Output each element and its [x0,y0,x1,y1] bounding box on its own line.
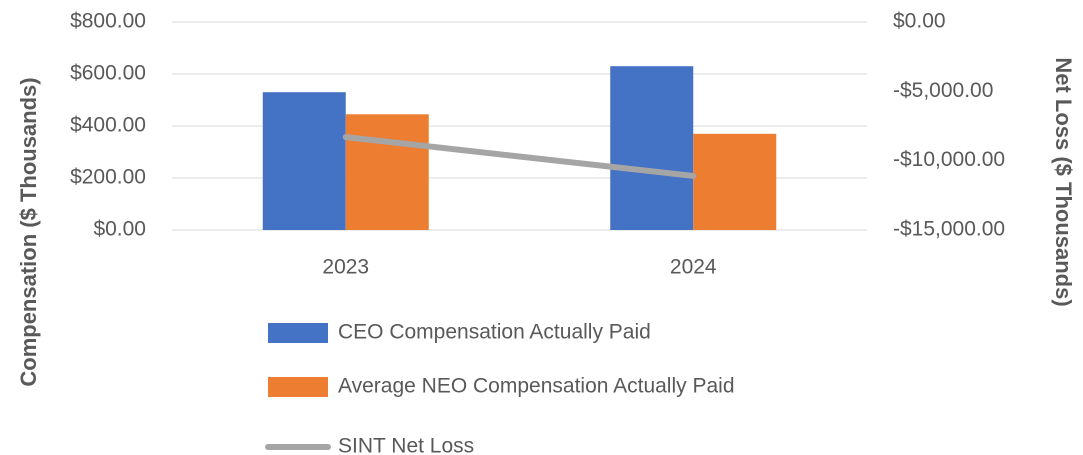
y2-tick-label: -$15,000.00 [893,218,1005,241]
y-tick-label: $400.00 [70,114,146,137]
y2-tick-label: $0.00 [893,10,946,33]
legend-label: Average NEO Compensation Actually Paid [338,375,735,398]
legend-label: CEO Compensation Actually Paid [338,321,651,344]
legend-swatch [268,377,328,397]
legend-label: SINT Net Loss [338,435,474,455]
bar [345,114,429,230]
x-tick-label: 2023 [322,256,369,279]
legend-swatch [268,323,328,343]
bar [262,92,346,230]
y-tick-label: $600.00 [70,62,146,85]
y-axis-title: Compensation ($ Thousands) [16,77,41,386]
bar [610,66,694,230]
y-tick-label: $200.00 [70,166,146,189]
y2-tick-label: -$10,000.00 [893,148,1005,171]
y-tick-label: $0.00 [93,218,146,241]
y-tick-label: $800.00 [70,10,146,33]
y2-tick-label: -$5,000.00 [893,79,993,102]
bar [693,133,777,230]
line [342,134,697,179]
x-tick-label: 2024 [670,256,717,279]
y2-axis-title: Net Loss ($ Thousands) [1051,57,1076,306]
